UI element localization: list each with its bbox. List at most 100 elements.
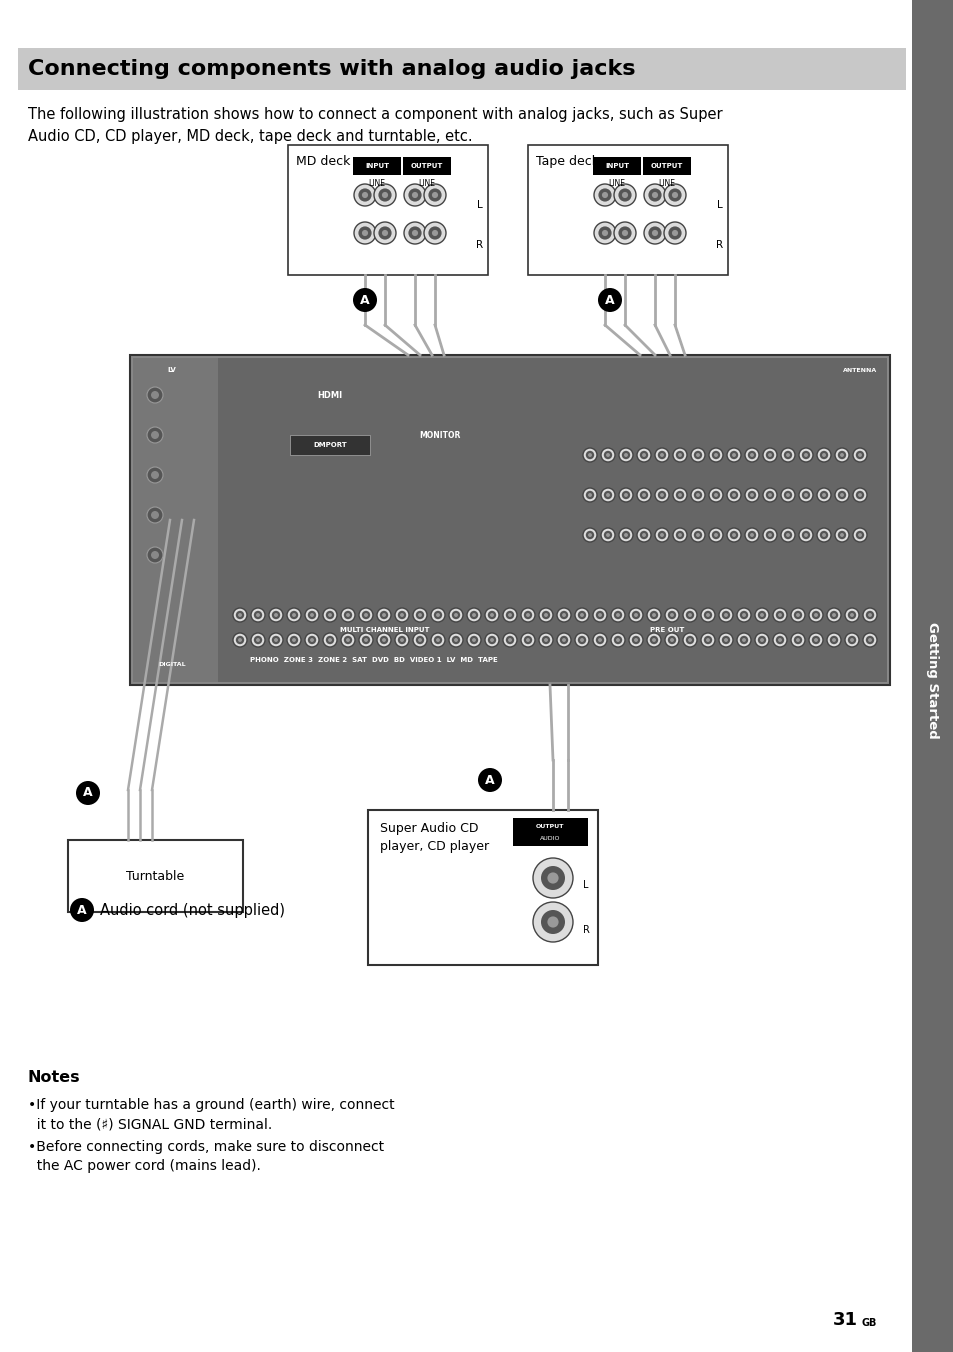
Bar	[527, 145, 727, 274]
Circle shape	[467, 633, 480, 648]
Circle shape	[831, 612, 835, 617]
Circle shape	[575, 633, 588, 648]
Circle shape	[408, 188, 421, 201]
Circle shape	[151, 552, 159, 558]
Circle shape	[628, 633, 642, 648]
Circle shape	[399, 612, 403, 617]
Circle shape	[364, 612, 368, 617]
Circle shape	[678, 533, 681, 537]
Circle shape	[667, 635, 676, 644]
Circle shape	[523, 635, 532, 644]
Circle shape	[147, 427, 163, 443]
Circle shape	[423, 184, 446, 206]
Text: A: A	[485, 773, 495, 787]
Bar	[911, 0, 953, 1352]
Circle shape	[287, 608, 301, 622]
Circle shape	[840, 493, 843, 498]
Circle shape	[151, 470, 159, 479]
Circle shape	[272, 635, 280, 644]
Circle shape	[585, 491, 594, 499]
Circle shape	[594, 222, 616, 243]
Circle shape	[762, 448, 776, 462]
Circle shape	[693, 450, 701, 460]
Circle shape	[76, 781, 100, 804]
Circle shape	[308, 611, 315, 619]
Text: Getting Started: Getting Started	[925, 622, 939, 738]
Circle shape	[582, 448, 597, 462]
Circle shape	[760, 638, 763, 642]
Text: LINE: LINE	[658, 178, 675, 188]
Bar	[290, 435, 370, 456]
Circle shape	[867, 638, 871, 642]
Circle shape	[675, 531, 683, 539]
Circle shape	[287, 633, 301, 648]
Circle shape	[343, 611, 352, 619]
Circle shape	[651, 612, 656, 617]
Circle shape	[641, 533, 645, 537]
Circle shape	[855, 531, 863, 539]
Text: R: R	[582, 925, 589, 936]
Circle shape	[675, 450, 683, 460]
Circle shape	[326, 635, 334, 644]
Circle shape	[793, 635, 801, 644]
Circle shape	[255, 638, 259, 642]
Circle shape	[799, 529, 812, 542]
Circle shape	[729, 531, 738, 539]
Circle shape	[696, 453, 700, 457]
Bar	[130, 356, 889, 685]
Circle shape	[700, 608, 714, 622]
Circle shape	[808, 633, 822, 648]
Circle shape	[585, 450, 594, 460]
Circle shape	[658, 531, 665, 539]
Text: LINE: LINE	[418, 178, 435, 188]
Text: INPUT: INPUT	[365, 164, 389, 169]
Circle shape	[675, 491, 683, 499]
Circle shape	[151, 391, 159, 399]
Circle shape	[361, 192, 368, 199]
Circle shape	[618, 226, 631, 239]
Circle shape	[664, 608, 679, 622]
Circle shape	[374, 184, 395, 206]
Circle shape	[436, 612, 439, 617]
Circle shape	[343, 635, 352, 644]
Circle shape	[672, 529, 686, 542]
Circle shape	[358, 608, 373, 622]
Circle shape	[819, 450, 827, 460]
Circle shape	[749, 533, 753, 537]
Circle shape	[658, 450, 665, 460]
Circle shape	[379, 611, 388, 619]
Circle shape	[540, 910, 564, 934]
Circle shape	[819, 491, 827, 499]
Circle shape	[376, 633, 391, 648]
Circle shape	[618, 529, 633, 542]
Circle shape	[801, 531, 809, 539]
Circle shape	[508, 612, 512, 617]
Circle shape	[744, 529, 759, 542]
Circle shape	[667, 611, 676, 619]
Bar	[132, 358, 218, 681]
Circle shape	[671, 230, 678, 237]
Circle shape	[292, 638, 295, 642]
Circle shape	[772, 633, 786, 648]
Circle shape	[847, 635, 855, 644]
Text: Tape deck: Tape deck	[536, 155, 598, 168]
Circle shape	[757, 635, 765, 644]
Circle shape	[690, 529, 704, 542]
Circle shape	[598, 188, 611, 201]
Circle shape	[855, 491, 863, 499]
Text: LINE: LINE	[368, 178, 385, 188]
Circle shape	[416, 611, 424, 619]
Circle shape	[685, 635, 694, 644]
Circle shape	[783, 450, 791, 460]
Circle shape	[434, 611, 442, 619]
Text: R: R	[476, 241, 483, 250]
Circle shape	[613, 635, 621, 644]
Circle shape	[587, 493, 592, 498]
Circle shape	[593, 633, 606, 648]
Circle shape	[655, 488, 668, 502]
Circle shape	[600, 448, 615, 462]
Circle shape	[587, 533, 592, 537]
Circle shape	[793, 611, 801, 619]
Circle shape	[605, 533, 609, 537]
Circle shape	[547, 917, 558, 927]
